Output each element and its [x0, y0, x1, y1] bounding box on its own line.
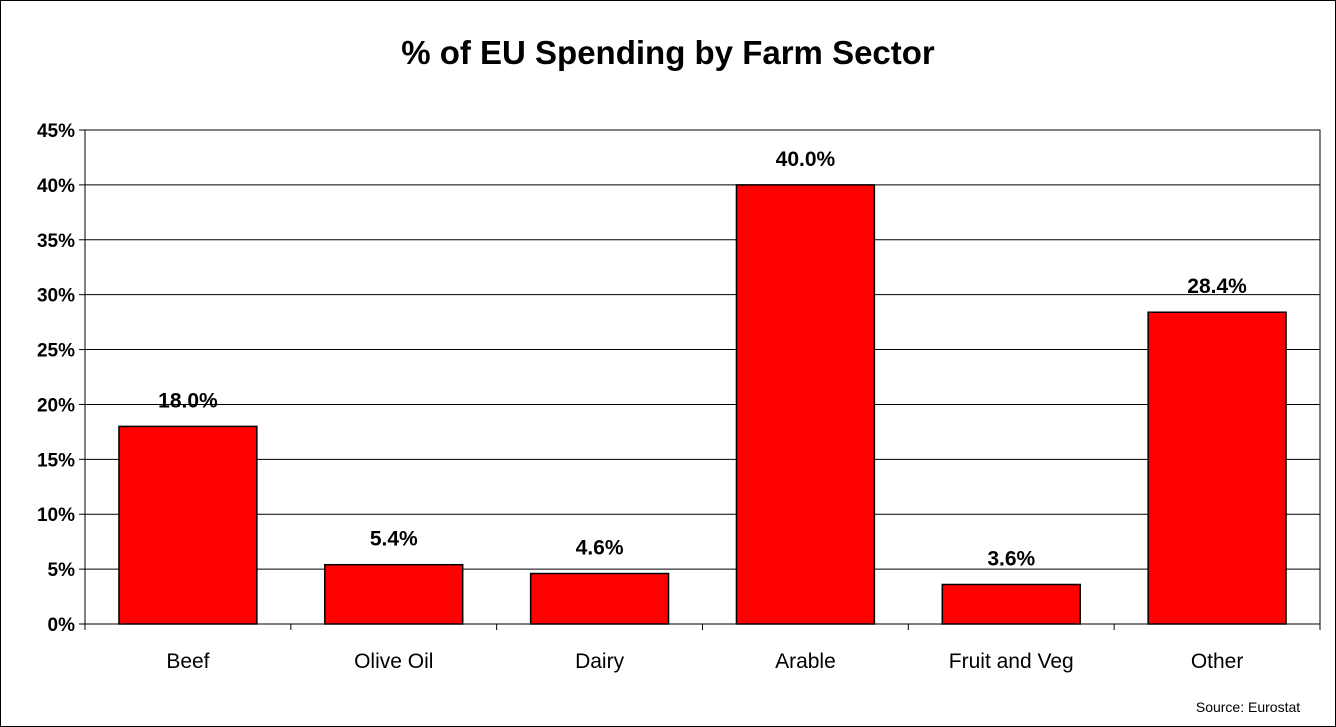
source-note: Source: Eurostat [1196, 699, 1300, 715]
x-tick-label: Other [1191, 650, 1244, 673]
bar-beef [118, 425, 258, 625]
y-tick-label: 35% [37, 231, 75, 252]
x-tick-label: Arable [775, 650, 836, 673]
data-label: 5.4% [370, 528, 418, 551]
x-tick-label: Dairy [575, 650, 625, 673]
data-labels: 18.0% 5.4% 4.6% 40.0% 3.6% 28.4% [158, 148, 1247, 571]
y-tick-label: 25% [37, 341, 75, 362]
gridlines [79, 129, 1321, 625]
y-tick-label: 40% [37, 176, 75, 197]
data-label: 40.0% [776, 148, 836, 171]
data-label: 3.6% [987, 547, 1035, 570]
bar-olive-oil [324, 563, 464, 625]
bar-dairy [529, 572, 670, 625]
x-axis-ticks: Beef Olive Oil Dairy Arable Fruit and Veg Oth… [84, 624, 1321, 673]
x-tick-label: Fruit and Veg [949, 650, 1074, 673]
y-tick-label: 30% [37, 286, 75, 307]
data-label: 28.4% [1187, 275, 1247, 298]
bar-arable [735, 184, 876, 625]
x-tick-label: Beef [166, 650, 209, 673]
bar-other [1147, 311, 1287, 625]
y-tick-label: 5% [48, 560, 76, 581]
y-tick-label: 20% [37, 395, 75, 416]
chart-title: % of EU Spending by Farm Sector [401, 34, 935, 71]
y-tick-label: 15% [37, 450, 75, 471]
y-axis-ticks: 0% 5% 10% 15% 20% 25% 30% 35% 40% 45% [37, 121, 75, 636]
data-label: 4.6% [576, 537, 624, 560]
y-tick-label: 45% [37, 121, 75, 142]
data-label: 18.0% [158, 389, 218, 412]
y-tick-label: 10% [37, 505, 75, 526]
y-tick-label: 0% [48, 615, 76, 636]
x-tick-label: Olive Oil [354, 650, 433, 673]
bars [118, 184, 1287, 625]
plot-area-border [84, 129, 1321, 625]
bar-fruit-and-veg [941, 583, 1081, 625]
